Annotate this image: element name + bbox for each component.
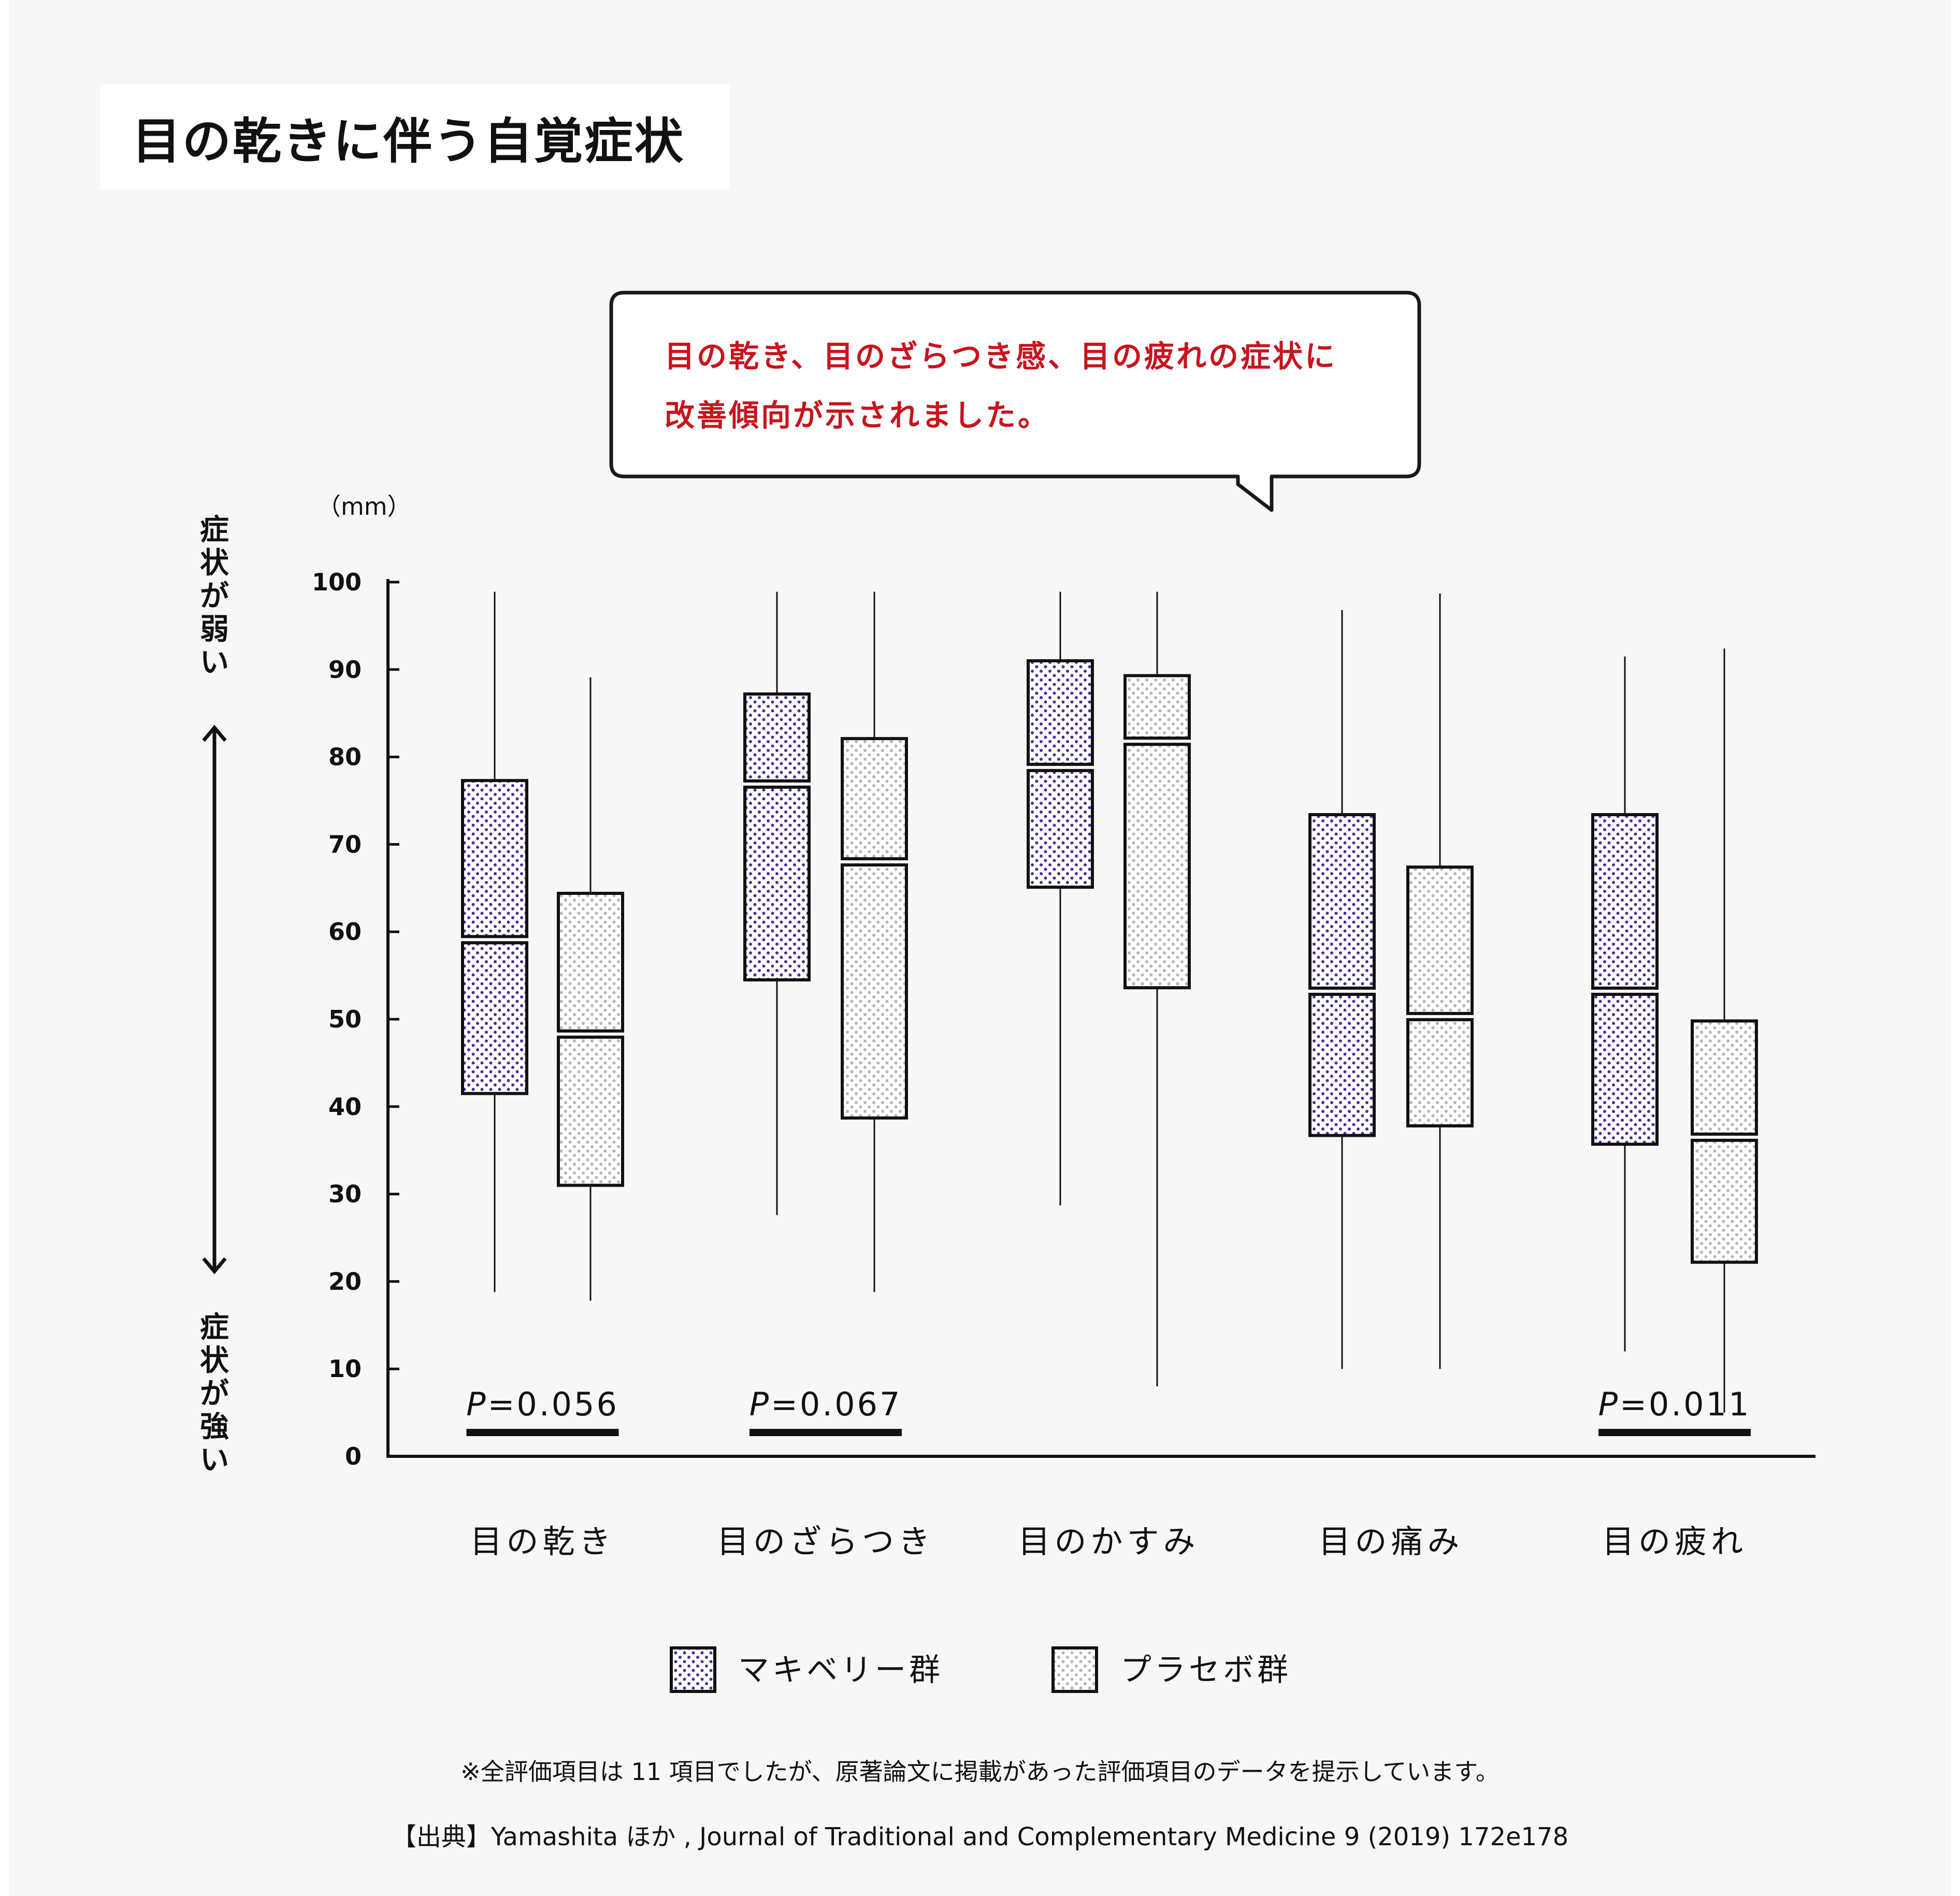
- p-value-underline: [466, 1429, 619, 1436]
- side-label-char: 状: [200, 546, 229, 580]
- box-maqui-2-lower-box: [743, 785, 811, 982]
- legend-swatch-maqui: [670, 1646, 716, 1693]
- y-tick-label: 70: [328, 830, 362, 858]
- y-tick-label: 20: [328, 1267, 362, 1295]
- box-placebo-5-lower-box: [1691, 1138, 1758, 1264]
- y-tick-label: 90: [328, 656, 362, 684]
- box-maqui-3-upper-box: [1027, 659, 1094, 766]
- callout-line-1: 目の乾き、目のざらつき感、目の疲れの症状に: [665, 339, 1337, 374]
- category-label: 目の痛み: [1318, 1523, 1463, 1560]
- category-label: 目のかすみ: [1018, 1523, 1199, 1560]
- box-maqui-5-upper-box: [1591, 813, 1659, 990]
- page-title: 目の乾きに伴う自覚症状: [132, 113, 685, 170]
- box-placebo-2-lower-box: [841, 863, 908, 1120]
- legend-label-maqui: マキベリー群: [738, 1652, 943, 1688]
- y-ticks: 0 10 20 30 40 50 60 70 80 90 100: [312, 568, 399, 1470]
- legend: マキベリー群 プラセボ群: [670, 1646, 1291, 1693]
- box-placebo-4-upper-box: [1406, 865, 1474, 1015]
- p-value-label: P=0.056: [466, 1385, 619, 1423]
- y-tick-label: 100: [312, 568, 362, 596]
- box-placebo-4-lower-box: [1406, 1018, 1474, 1127]
- side-label-char: 弱: [200, 613, 229, 646]
- side-label-char: い: [200, 646, 229, 679]
- side-label-char: 強: [200, 1410, 229, 1444]
- p-values-layer: P=0.056 P=0.067 P=0.011: [466, 1385, 1751, 1436]
- source-citation: 【出典】Yamashita ほか , Journal of Traditiona…: [392, 1822, 1568, 1851]
- box-placebo-5-upper-box: [1691, 1019, 1758, 1136]
- y-tick-label: 50: [328, 1005, 362, 1033]
- category-label: 目のざらつき: [717, 1523, 934, 1560]
- callout-bubble: 目の乾き、目のざらつき感、目の疲れの症状に 改善傾向が示されました。: [609, 291, 1421, 512]
- y-tick-label: 80: [328, 743, 362, 771]
- box-placebo-1-lower-box: [557, 1035, 624, 1187]
- y-axis-unit: （mm）: [317, 493, 411, 520]
- p-value-underline: [750, 1429, 902, 1436]
- side-label-char: 状: [200, 1344, 229, 1378]
- side-label-char: 症: [200, 1311, 229, 1344]
- box-placebo-2-upper-box: [841, 737, 908, 861]
- legend-label-placebo: プラセボ群: [1120, 1652, 1291, 1688]
- side-label-char: が: [200, 1377, 229, 1411]
- category-label: 目の乾き: [470, 1523, 615, 1560]
- box-maqui-5-lower-box: [1591, 992, 1659, 1146]
- callout-line-2: 改善傾向が示されました。: [665, 398, 1050, 433]
- boxes-layer: [461, 591, 1758, 1413]
- box-maqui-4-lower-box: [1308, 992, 1376, 1137]
- y-tick-label: 30: [328, 1180, 362, 1208]
- side-label-char: い: [200, 1443, 229, 1477]
- p-value-label: P=0.067: [750, 1385, 902, 1423]
- side-label-char: が: [200, 580, 229, 613]
- footnote: ※全評価項目は 11 項目でしたが、原著論文に掲載があった評価項目のデータを提示…: [460, 1758, 1499, 1786]
- box-maqui-4-upper-box: [1308, 813, 1376, 990]
- legend-swatch-placebo: [1051, 1646, 1098, 1693]
- y-tick-label: 40: [328, 1093, 362, 1121]
- y-tick-label: 10: [328, 1355, 362, 1383]
- y-tick-label: 0: [345, 1442, 362, 1470]
- box-maqui-3-lower-box: [1027, 769, 1094, 889]
- box-maqui-2-upper-box: [743, 692, 811, 783]
- box-placebo-3-lower-box: [1123, 743, 1191, 990]
- side-label-char: 症: [200, 513, 229, 547]
- p-value-underline: [1598, 1429, 1751, 1436]
- title-box: 目の乾きに伴う自覚症状: [100, 84, 730, 190]
- strength-arrow-icon: [202, 725, 227, 1275]
- box-maqui-1-lower-box: [461, 941, 528, 1095]
- box-placebo-1-upper-box: [557, 891, 624, 1033]
- category-label: 目の疲れ: [1602, 1523, 1747, 1560]
- category-labels: 目の乾き 目のざらつき 目のかすみ 目の痛み 目の疲れ: [470, 1523, 1747, 1560]
- box-maqui-1-upper-box: [461, 779, 528, 938]
- box-placebo-3-upper-box: [1123, 674, 1191, 740]
- p-value-label: P=0.011: [1598, 1385, 1751, 1423]
- y-tick-label: 60: [328, 918, 362, 946]
